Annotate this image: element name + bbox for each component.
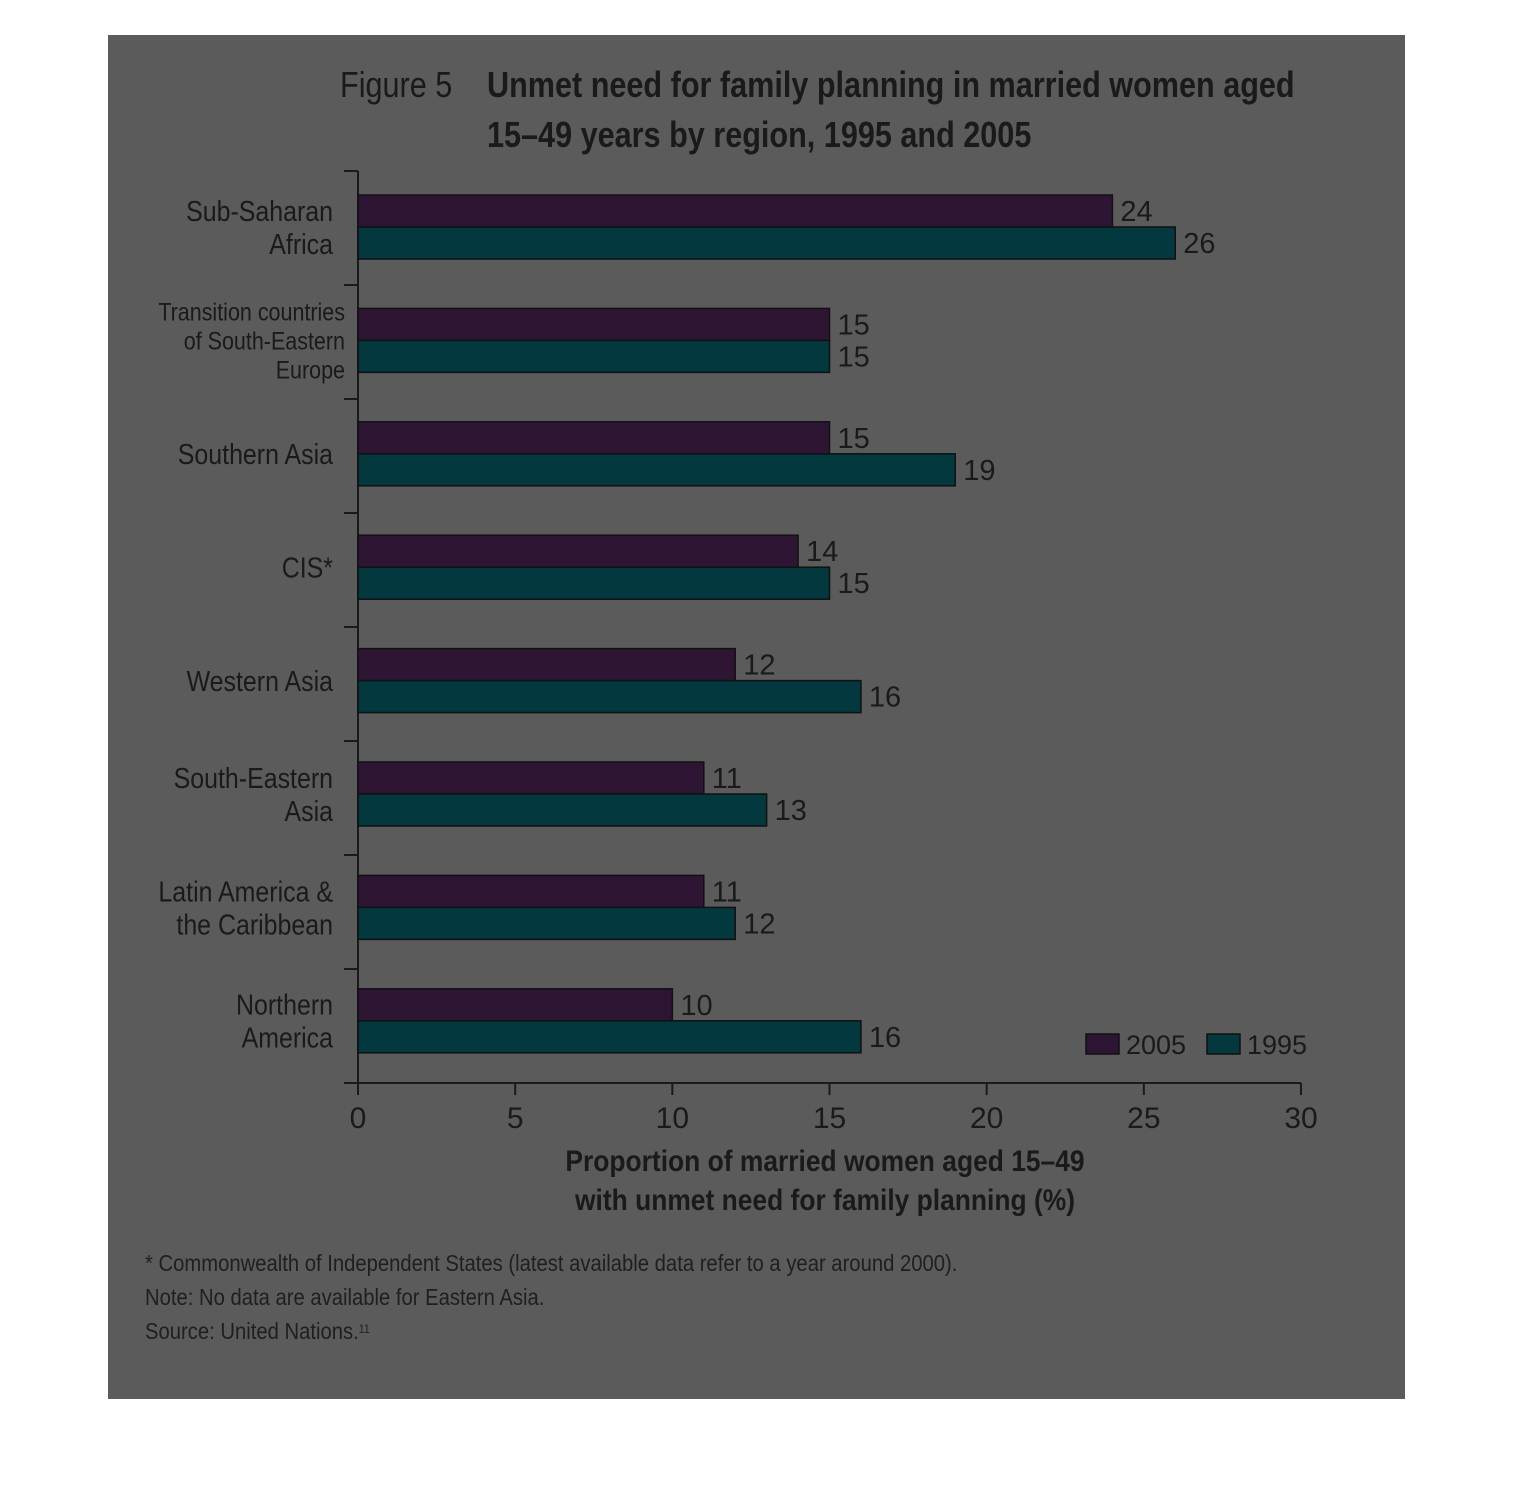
category-label: Northern <box>236 989 333 1021</box>
category-label: Africa <box>269 228 334 260</box>
chart-bars <box>357 194 1177 1054</box>
value-label: 19 <box>963 455 995 487</box>
x-tick-label: 30 <box>1284 1102 1317 1135</box>
bar-2005 <box>357 874 705 909</box>
value-label: 16 <box>869 1022 901 1054</box>
bar-2005 <box>357 761 705 795</box>
legend-label-1995: 1995 <box>1247 1030 1307 1060</box>
category-label: Southern Asia <box>178 439 334 471</box>
value-label: 15 <box>838 309 870 341</box>
category-label: CIS* <box>282 552 334 584</box>
value-label: 24 <box>1120 196 1152 228</box>
bar-1995 <box>357 679 862 714</box>
bar-1995 <box>357 339 831 374</box>
legend-label-2005: 2005 <box>1126 1030 1186 1060</box>
source-text: Source: United Nations. <box>145 1318 359 1344</box>
bar-2005 <box>357 988 674 1022</box>
bar-2005 <box>357 647 736 682</box>
bar-1995 <box>357 453 956 487</box>
x-tick-label: 5 <box>507 1102 524 1135</box>
category-label: Latin America & <box>158 876 333 908</box>
value-label: 16 <box>869 682 901 714</box>
bar-2005 <box>357 194 1114 228</box>
category-label: the Caribbean <box>176 909 333 941</box>
category-label: Sub-Saharan <box>186 195 333 227</box>
x-axis-title: Proportion of married women aged 15–49 <box>565 1143 1084 1177</box>
legend-swatch-2005 <box>1085 1033 1120 1055</box>
chart-axes: 0 5 10 15 20 25 30 Proportion of married women … <box>344 170 1318 1216</box>
figure-panel <box>108 35 1405 1399</box>
category-label: Asia <box>285 795 334 827</box>
category-label: Transition countries <box>158 298 345 326</box>
x-tick-label: 10 <box>656 1102 689 1135</box>
legend-swatch-1995 <box>1206 1033 1241 1055</box>
source-reference: 11 <box>358 1322 370 1336</box>
value-label: 15 <box>838 568 870 600</box>
value-label: 11 <box>712 876 742 908</box>
x-axis-title: with unmet need for family planning (%) <box>574 1182 1075 1216</box>
x-tick-label: 0 <box>350 1102 367 1135</box>
value-label: 15 <box>838 423 870 455</box>
x-tick-label: 20 <box>970 1102 1003 1135</box>
value-label: 26 <box>1183 228 1215 260</box>
value-label: 11 <box>712 763 742 795</box>
footnote-cis: * Commonwealth of Independent States (la… <box>145 1250 958 1276</box>
bar-1995 <box>357 226 1177 260</box>
figure-label: Figure 5 <box>340 64 453 105</box>
source-note: Source: United Nations.11 <box>145 1314 957 1348</box>
bar-1995 <box>357 793 768 827</box>
category-label: Western Asia <box>187 665 334 697</box>
bar-1995 <box>357 906 736 941</box>
bar-2005 <box>357 307 831 342</box>
x-tick-label: 15 <box>813 1102 846 1135</box>
value-label: 12 <box>743 908 775 940</box>
category-label: America <box>242 1022 334 1054</box>
chart-legend: 2005 1995 <box>1085 1030 1307 1060</box>
figure-footer: * Commonwealth of Independent States (la… <box>145 1246 1068 1348</box>
value-label: 12 <box>743 650 775 682</box>
category-label: South-Eastern <box>174 762 333 794</box>
value-label: 15 <box>838 341 870 373</box>
bar-1995 <box>357 1020 862 1054</box>
footnote-eastern-asia: Note: No data are available for Eastern … <box>145 1284 545 1310</box>
value-label: 10 <box>680 990 712 1022</box>
category-label: of South-Eastern <box>184 327 345 355</box>
value-label: 14 <box>806 536 838 568</box>
x-tick-label: 25 <box>1127 1102 1160 1135</box>
bar-2005 <box>357 421 831 455</box>
bar-1995 <box>357 566 831 600</box>
value-label: 13 <box>775 795 807 827</box>
bar-2005 <box>357 534 799 568</box>
category-label: Europe <box>276 356 345 384</box>
chart-title: Unmet need for family planning in marrie… <box>487 64 1295 155</box>
